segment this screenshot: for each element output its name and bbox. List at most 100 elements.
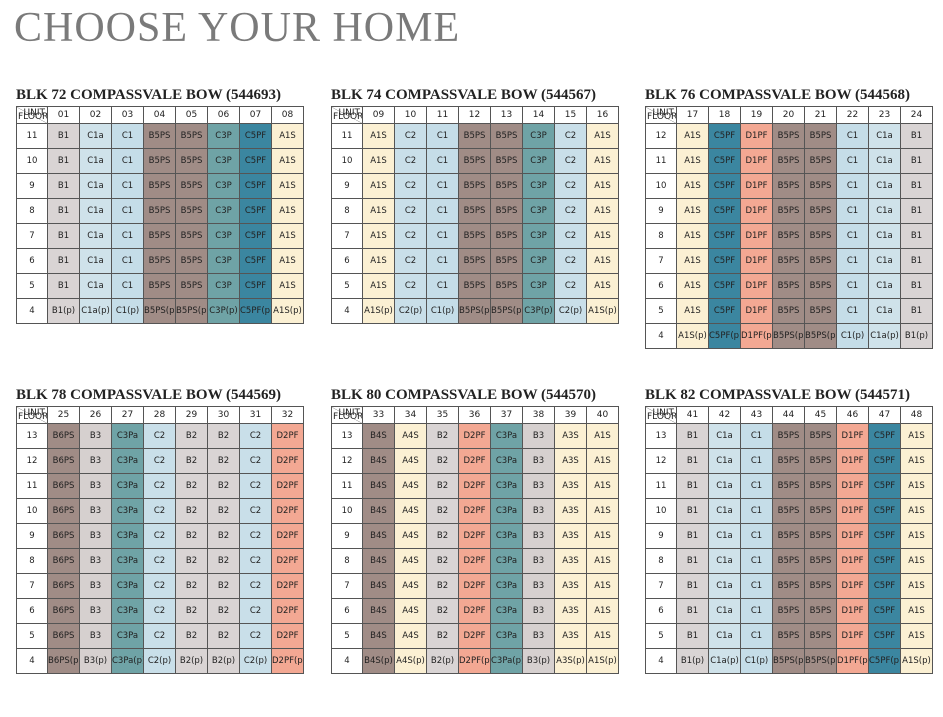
unit-type: C2 (554, 198, 587, 224)
unit-type: B6PS (47, 548, 80, 574)
unit-type: B5PS(p) (804, 648, 837, 674)
floor-number: 9 (16, 173, 48, 199)
unit-type: C1 (740, 573, 773, 599)
unit-type: B5PS (458, 173, 491, 199)
floor-number: 13 (16, 423, 48, 449)
unit-type: C5PF (868, 423, 901, 449)
unit-type: C1a (868, 198, 901, 224)
unit-type: A1S (586, 523, 619, 549)
unit-type: C3P(p) (522, 298, 555, 324)
unit-type: B6PS (47, 423, 80, 449)
floor-row: 6 B6PS B3 C3Pa C2 B2 B2 C2 D2PF (16, 598, 304, 624)
floor-row: 12 B6PS B3 C3Pa C2 B2 B2 C2 D2PF (16, 448, 304, 474)
floor-number: 11 (645, 148, 677, 174)
unit-type: A1S (586, 498, 619, 524)
unit-type: B6PS (47, 573, 80, 599)
floor-label: FLOOR (647, 112, 677, 122)
unit-type: B1 (676, 498, 709, 524)
unit-type: C5PF (239, 248, 272, 274)
unit-type: C5PF (868, 498, 901, 524)
header-row: UNIT FLOOR 17 18 19 20 21 22 23 24 (645, 106, 933, 124)
unit-type: C1 (740, 598, 773, 624)
block: BLK 82 COMPASSVALE BOW (544571) UNIT FLOOR… (645, 386, 933, 674)
unit-type: A1S (362, 173, 395, 199)
unit-type: D2PF (458, 498, 491, 524)
floor-row: 13 B6PS B3 C3Pa C2 B2 B2 C2 D2PF (16, 423, 304, 449)
unit-type: C1 (836, 298, 869, 324)
unit-type: B4S (362, 573, 395, 599)
unit-type: A4S (394, 598, 427, 624)
unit-type: B5PS (804, 598, 837, 624)
unit-type: C1a (79, 223, 112, 249)
block-title: BLK 72 COMPASSVALE BOW (544693) (16, 87, 282, 103)
unit-type: C1a (79, 173, 112, 199)
unit-type: C1 (426, 173, 459, 199)
unit-type: C5PF (239, 123, 272, 149)
unit-type: A3S (554, 573, 587, 599)
unit-type: B3 (522, 548, 555, 574)
unit-type: A1S (362, 123, 395, 149)
floor-label: FLOOR (18, 112, 48, 122)
unit-type: C2 (239, 548, 272, 574)
block: BLK 72 COMPASSVALE BOW (544693) UNIT FLOOR… (16, 86, 304, 324)
floor-number: 4 (16, 298, 48, 324)
unit-type: A1S (271, 123, 304, 149)
unit-type: B3 (522, 623, 555, 649)
unit-type: B2 (426, 523, 459, 549)
unit-type: B5PS (804, 498, 837, 524)
unit-type: C2 (394, 248, 427, 274)
unit-number: 24 (900, 106, 933, 124)
floor-number: 5 (645, 298, 677, 324)
unit-type: A3S(p) (554, 648, 587, 674)
unit-number: 40 (586, 406, 619, 424)
unit-type: B5PS (490, 148, 523, 174)
unit-type: D2PF (458, 548, 491, 574)
unit-type: C5PF (239, 148, 272, 174)
unit-type: C3P (207, 148, 240, 174)
unit-type: C1a(p) (708, 648, 741, 674)
floor-number: 6 (645, 273, 677, 299)
unit-type: C3Pa (490, 523, 523, 549)
unit-type: C5PF(p) (239, 298, 272, 324)
unit-type: B6PS (47, 598, 80, 624)
unit-type: B1 (47, 198, 80, 224)
unit-type: D1PF (740, 198, 773, 224)
unit-number: 25 (47, 406, 80, 424)
floor-number: 5 (16, 623, 48, 649)
unit-number: 30 (207, 406, 240, 424)
unit-type: C1a (79, 123, 112, 149)
floor-row: 9 B1 C1a C1 B5PS B5PS C3P C5PF A1S (16, 173, 304, 199)
unit-type: B5PS (772, 523, 805, 549)
unit-type: C1a (79, 273, 112, 299)
floor-row: 9 A1S C2 C1 B5PS B5PS C3P C2 A1S (331, 173, 619, 199)
floor-row: 5 B6PS B3 C3Pa C2 B2 B2 C2 D2PF (16, 623, 304, 649)
unit-type: C2 (554, 148, 587, 174)
page-title: CHOOSE YOUR HOME (14, 5, 461, 51)
unit-type: A4S (394, 473, 427, 499)
unit-type: A1S (900, 448, 933, 474)
unit-type: A1S (586, 573, 619, 599)
unit-table: UNIT FLOOR 33 34 35 36 37 38 39 40 13 B4S A4S B2 D2PF C… (331, 406, 619, 674)
unit-type: C2 (394, 223, 427, 249)
unit-number: 06 (207, 106, 240, 124)
unit-type: A1S (362, 148, 395, 174)
unit-type: B2 (207, 498, 240, 524)
unit-type: B5PS (490, 223, 523, 249)
unit-type: B5PS(p) (143, 298, 176, 324)
unit-type: B6PS (47, 448, 80, 474)
unit-type: B2 (207, 573, 240, 599)
floor-row: 9 B4S A4S B2 D2PF C3Pa B3 A3S A1S (331, 523, 619, 549)
floor-number: 13 (645, 423, 677, 449)
unit-type: B5PS (490, 198, 523, 224)
unit-type: B5PS (804, 248, 837, 274)
unit-type: B6PS(p) (47, 648, 80, 674)
floor-number: 11 (16, 123, 48, 149)
floor-row: 9 A1S C5PF D1PF B5PS B5PS C1 C1a B1 (645, 198, 933, 224)
unit-type: B1 (900, 198, 933, 224)
unit-type: C5PF (868, 473, 901, 499)
unit-type: B1 (47, 173, 80, 199)
unit-type: C3P (522, 173, 555, 199)
unit-type: C1 (836, 173, 869, 199)
unit-type: C2 (394, 173, 427, 199)
unit-type: B5PS (772, 623, 805, 649)
